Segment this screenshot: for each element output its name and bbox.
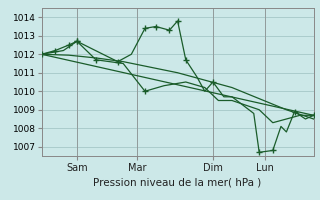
X-axis label: Pression niveau de la mer( hPa ): Pression niveau de la mer( hPa ) <box>93 177 262 187</box>
